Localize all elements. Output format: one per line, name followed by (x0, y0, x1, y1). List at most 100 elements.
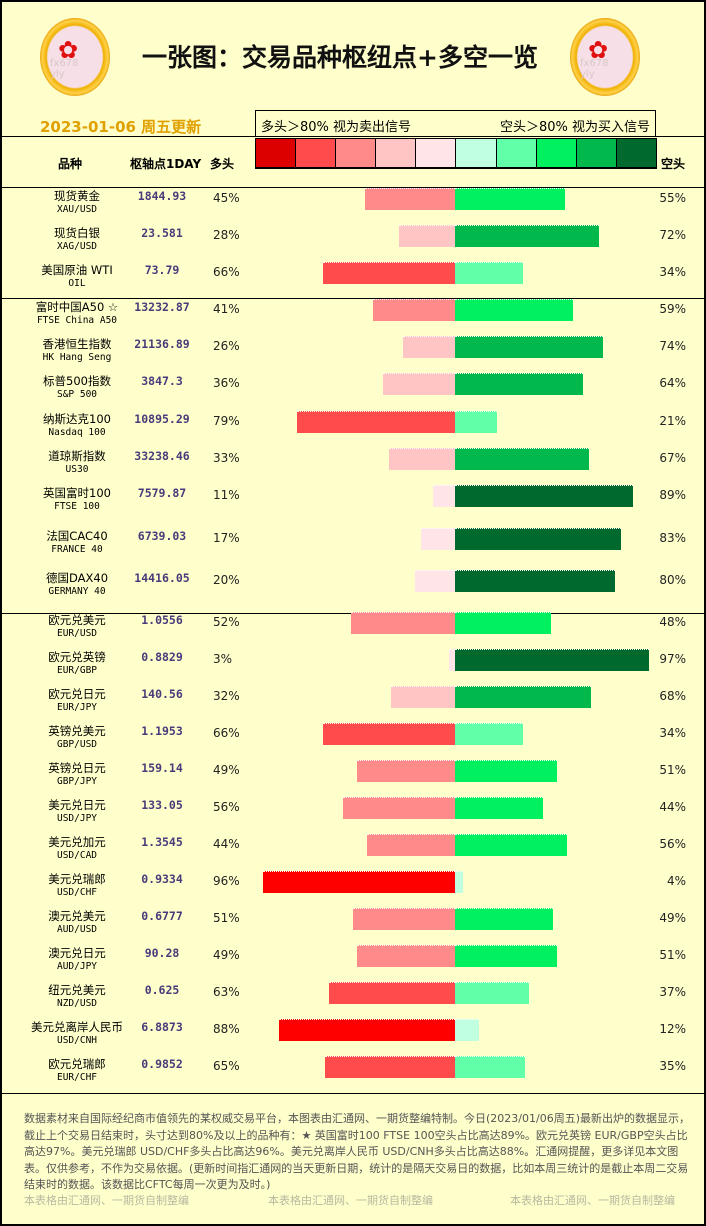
instrument-name: 美元兑日元 (48, 798, 106, 812)
instrument-name: 道琼斯指数 (48, 449, 106, 463)
short-bar (455, 448, 589, 470)
instrument-code: OIL (68, 278, 86, 289)
short-percent: 35% (659, 1059, 686, 1073)
pivot-value: 1.3545 (141, 835, 183, 849)
long-percent: 44% (213, 837, 240, 851)
short-percent: 51% (659, 763, 686, 777)
short-percent: 56% (659, 837, 686, 851)
pivot-value: 3847.3 (141, 374, 183, 388)
short-bar (455, 528, 621, 550)
long-bar (433, 485, 455, 507)
long-percent: 56% (213, 800, 240, 814)
short-bar (455, 686, 591, 708)
long-percent: 20% (213, 573, 240, 587)
flower-icon: ✿ (58, 36, 79, 64)
instrument-name: 澳元兑日元 (48, 946, 106, 960)
flower-icon: ✿ (588, 36, 609, 64)
long-bar (389, 448, 455, 470)
long-percent: 11% (213, 488, 240, 502)
page-title: 一张图：交易品种枢纽点+多空一览 (142, 43, 538, 72)
long-bar (373, 299, 455, 321)
instrument-code: FTSE China A50 (36, 315, 118, 326)
instrument-name: 香港恒生指数 (42, 337, 112, 351)
long-bar (449, 649, 455, 671)
short-percent: 68% (659, 689, 686, 703)
logo-right: ✿ fx678 yly (570, 18, 640, 96)
short-percent: 80% (659, 573, 686, 587)
instrument-code: USD/CHF (56, 887, 98, 898)
instrument-code: S&P 500 (56, 389, 98, 400)
divider (0, 136, 706, 137)
instrument-code: EUR/JPY (56, 702, 98, 713)
instrument-name: 纳斯达克100 (43, 412, 111, 426)
short-percent: 59% (659, 302, 686, 316)
legend-swatch (536, 139, 577, 167)
pivot-value: 6.8873 (141, 1020, 183, 1034)
instrument-name: 标普500指数 (43, 374, 111, 388)
pivot-value: 0.625 (144, 983, 180, 997)
long-percent: 17% (213, 531, 240, 545)
pivot-value: 6739.03 (137, 529, 187, 543)
short-bar (455, 871, 463, 893)
pivot-value: 1.0556 (141, 613, 183, 627)
pivot-value: 159.14 (141, 761, 183, 775)
instrument-code: HK Hang Seng (42, 352, 112, 363)
pivot-value: 33238.46 (134, 449, 190, 463)
short-bar (455, 982, 529, 1004)
short-percent: 55% (659, 191, 686, 205)
instrument-name: 欧元兑美元 (48, 613, 106, 627)
instrument-name: 英国富时100 (43, 486, 111, 500)
instrument-code: GERMANY 40 (48, 586, 106, 597)
pivot-value: 140.56 (141, 687, 183, 701)
short-bar (455, 225, 599, 247)
long-bar (263, 871, 455, 893)
instrument-code: FRANCE 40 (51, 544, 103, 555)
short-percent: 44% (659, 800, 686, 814)
instrument-name: 美元兑加元 (48, 835, 106, 849)
instrument-code: US30 (65, 464, 89, 475)
short-bar (455, 262, 523, 284)
long-bar (351, 612, 455, 634)
instrument-code: Nasdaq 100 (48, 427, 106, 438)
short-percent: 72% (659, 228, 686, 242)
long-percent: 26% (213, 339, 240, 353)
short-bar (455, 797, 543, 819)
short-bar (455, 570, 615, 592)
legend-swatch (376, 139, 417, 167)
long-percent: 51% (213, 911, 240, 925)
long-percent: 49% (213, 763, 240, 777)
short-percent: 34% (659, 726, 686, 740)
long-percent: 45% (213, 191, 240, 205)
short-percent: 37% (659, 985, 686, 999)
legend-swatch (616, 139, 656, 167)
short-bar (455, 299, 573, 321)
short-percent: 21% (659, 414, 686, 428)
instrument-name: 德国DAX40 (45, 571, 109, 585)
instrument-name: 现货白银 (54, 226, 100, 240)
instrument-name: 美国原油 WTI (41, 263, 113, 277)
instrument-code: USD/CAD (56, 850, 98, 861)
long-percent: 52% (213, 615, 240, 629)
instrument-code: USD/JPY (56, 813, 98, 824)
instrument-code: USD/CNH (56, 1035, 98, 1046)
footer-watermark: 本表格由汇通网、一期货自制整编 (24, 1194, 189, 1207)
col-header-pivot: 枢轴点1DAY (130, 157, 202, 171)
legend-swatch (456, 139, 497, 167)
long-bar (357, 945, 455, 967)
long-percent: 65% (213, 1059, 240, 1073)
short-bar (455, 649, 649, 671)
long-percent: 3% (213, 652, 233, 666)
short-bar (455, 373, 583, 395)
long-bar (343, 797, 455, 819)
long-bar (329, 982, 455, 1004)
short-percent: 51% (659, 948, 686, 962)
long-bar (391, 686, 455, 708)
short-bar (455, 411, 497, 433)
long-bar (383, 373, 455, 395)
legend-swatch (416, 139, 457, 167)
pivot-value: 21136.89 (134, 337, 190, 351)
long-bar (297, 411, 455, 433)
instrument-name: 富时中国A50 ☆ (35, 300, 119, 314)
instrument-name: 欧元兑瑞郎 (48, 1057, 106, 1071)
pivot-value: 133.05 (141, 798, 183, 812)
